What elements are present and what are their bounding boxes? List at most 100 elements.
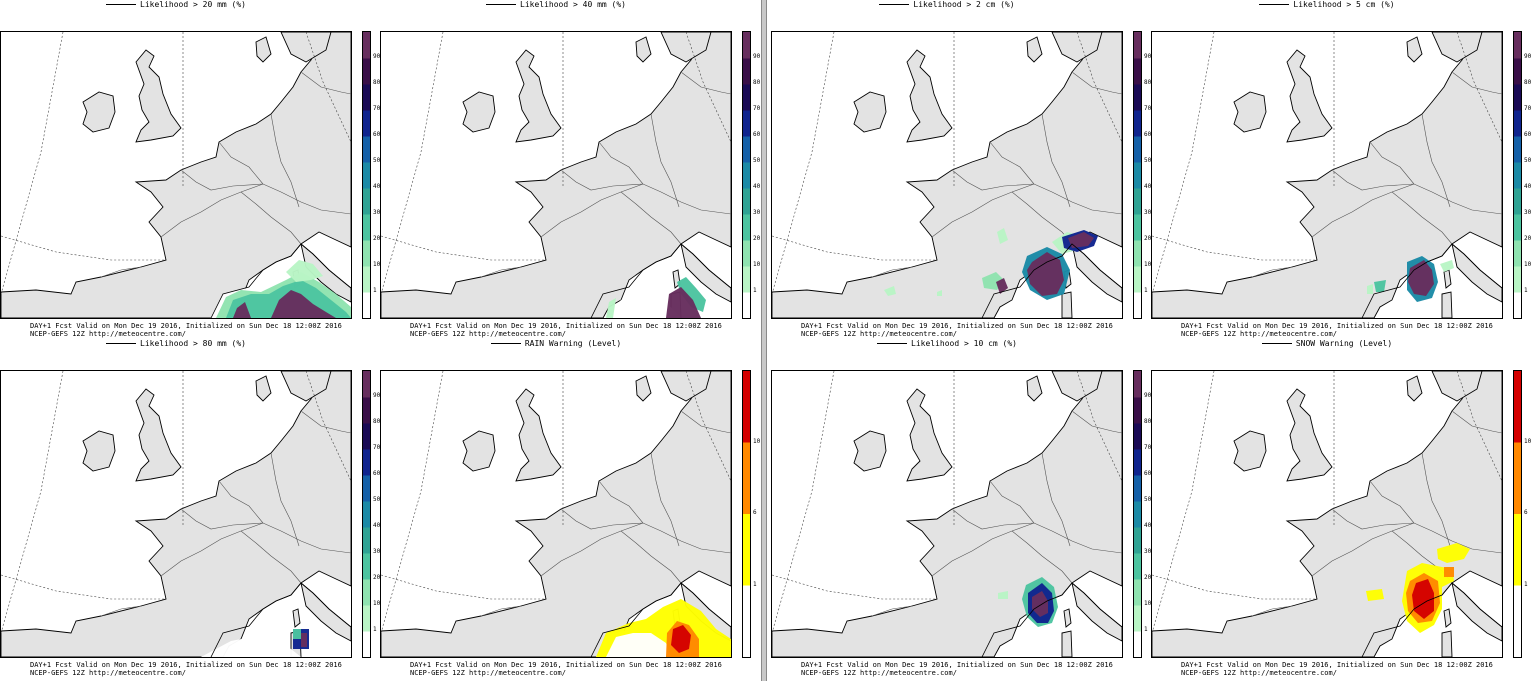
country-border [1311,522,1415,577]
land-ireland [1233,430,1267,472]
country-border [540,183,644,238]
scale-tick-label: 20 [1144,574,1152,581]
land-denmark [1406,36,1423,63]
land-corsica [1443,269,1452,289]
color-swatch [1134,397,1141,424]
forecast-area [606,294,681,318]
forecast-caption: DAY+1 Fcst Valid on Mon Dec 19 2016, Ini… [410,322,722,338]
country-border [620,191,682,245]
scale-tick-label: 40 [373,522,381,529]
country-border [680,410,731,434]
color-swatch [363,266,370,293]
color-scale-bar [362,31,371,319]
color-scale-ticks: 1 10 20 30 40 50 60 70 80 90 [1524,31,1532,319]
country-border [1033,522,1122,554]
land-ireland [462,91,496,133]
color-scale-swatches [363,371,370,657]
graticule-line [305,371,351,482]
land-scandinavia [1431,32,1483,63]
scale-tick-label: 80 [373,79,381,86]
land-ireland [82,430,116,472]
color-scale-ticks: 1 6 10 [753,370,765,658]
color-swatch [1134,32,1141,59]
map-canvas [1,32,351,318]
scale-tick-label: 40 [1524,183,1532,190]
scale-tick-label: 20 [373,574,381,581]
country-border [1451,410,1502,434]
forecast-caption: DAY+1 Fcst Valid on Mon Dec 19 2016, Ini… [801,661,1113,677]
forecast-area [606,298,616,318]
coastline [210,243,351,318]
color-scale-bar [1513,370,1522,658]
country-border [1421,113,1451,208]
scale-tick-label: 50 [373,157,381,164]
color-scale-bar [1513,31,1522,319]
color-swatch [363,371,370,398]
land-denmark [635,36,652,63]
land-britain [1286,388,1333,482]
country-border [300,71,351,95]
country-border [480,266,522,278]
land-scandinavia [1051,371,1103,402]
color-swatch [1134,110,1141,137]
color-swatch [1134,266,1141,293]
color-swatch [363,527,370,554]
forecast-area [271,290,336,318]
color-swatch [363,553,370,580]
color-swatch [743,585,750,657]
color-swatch [1134,579,1141,606]
panel-title: Likelihood > 10 cm (%) [771,339,1123,351]
land-sardinia [1061,630,1073,657]
color-swatch [363,240,370,267]
scale-tick-label: 70 [1524,105,1532,112]
panel-title: Likelihood > 2 cm (%) [771,0,1123,12]
color-swatch [743,266,750,293]
country-border [1041,452,1071,547]
europe-map [771,31,1123,319]
graticule-line [1076,32,1122,143]
forecast-area [1444,567,1454,577]
forecast-area [1027,252,1064,296]
color-swatch [363,214,370,241]
color-scale-ticks: 1 10 20 30 40 50 60 70 80 90 [1144,370,1156,658]
graticule-line [772,371,835,634]
country-border [180,169,264,191]
color-swatch [743,442,750,514]
forecast-caption: DAY+1 Fcst Valid on Mon Dec 19 2016, Ini… [1181,661,1493,677]
country-border [1413,522,1502,554]
land-britain [906,49,953,143]
country-border [1071,410,1122,434]
graticule-line [1152,574,1317,600]
land-denmark [1026,36,1043,63]
forecast-area [201,633,301,657]
scale-tick-label: 90 [1144,53,1152,60]
forecast-area [1412,579,1434,619]
color-swatch [1134,501,1141,528]
country-border [560,169,644,191]
forecast-area [301,633,307,647]
graticule-line [381,574,546,600]
scale-tick-label: 40 [1144,522,1152,529]
scale-tick-label: 10 [1144,600,1152,607]
color-scale-swatches [1514,371,1521,657]
scale-tick-label: 10 [1524,437,1532,445]
europe-map [380,370,732,658]
color-scale-swatches [743,371,750,657]
coastline [981,243,1122,318]
country-border [1251,605,1293,617]
color-swatch [1134,527,1141,554]
color-swatch [1134,136,1141,163]
color-swatch [363,397,370,424]
country-border [1033,183,1122,215]
graticule-line [685,371,731,482]
country-border [642,522,731,554]
panel-title: SNOW Warning (Level) [1151,339,1503,351]
forecast-area [286,260,323,282]
forecast-area [677,277,706,312]
land-ireland [82,91,116,133]
window-divider[interactable] [761,0,767,681]
scale-tick-label: 10 [373,600,381,607]
color-swatch [1134,605,1141,632]
color-scale-ticks: 1 6 10 [1524,370,1532,658]
europe-map [771,370,1123,658]
